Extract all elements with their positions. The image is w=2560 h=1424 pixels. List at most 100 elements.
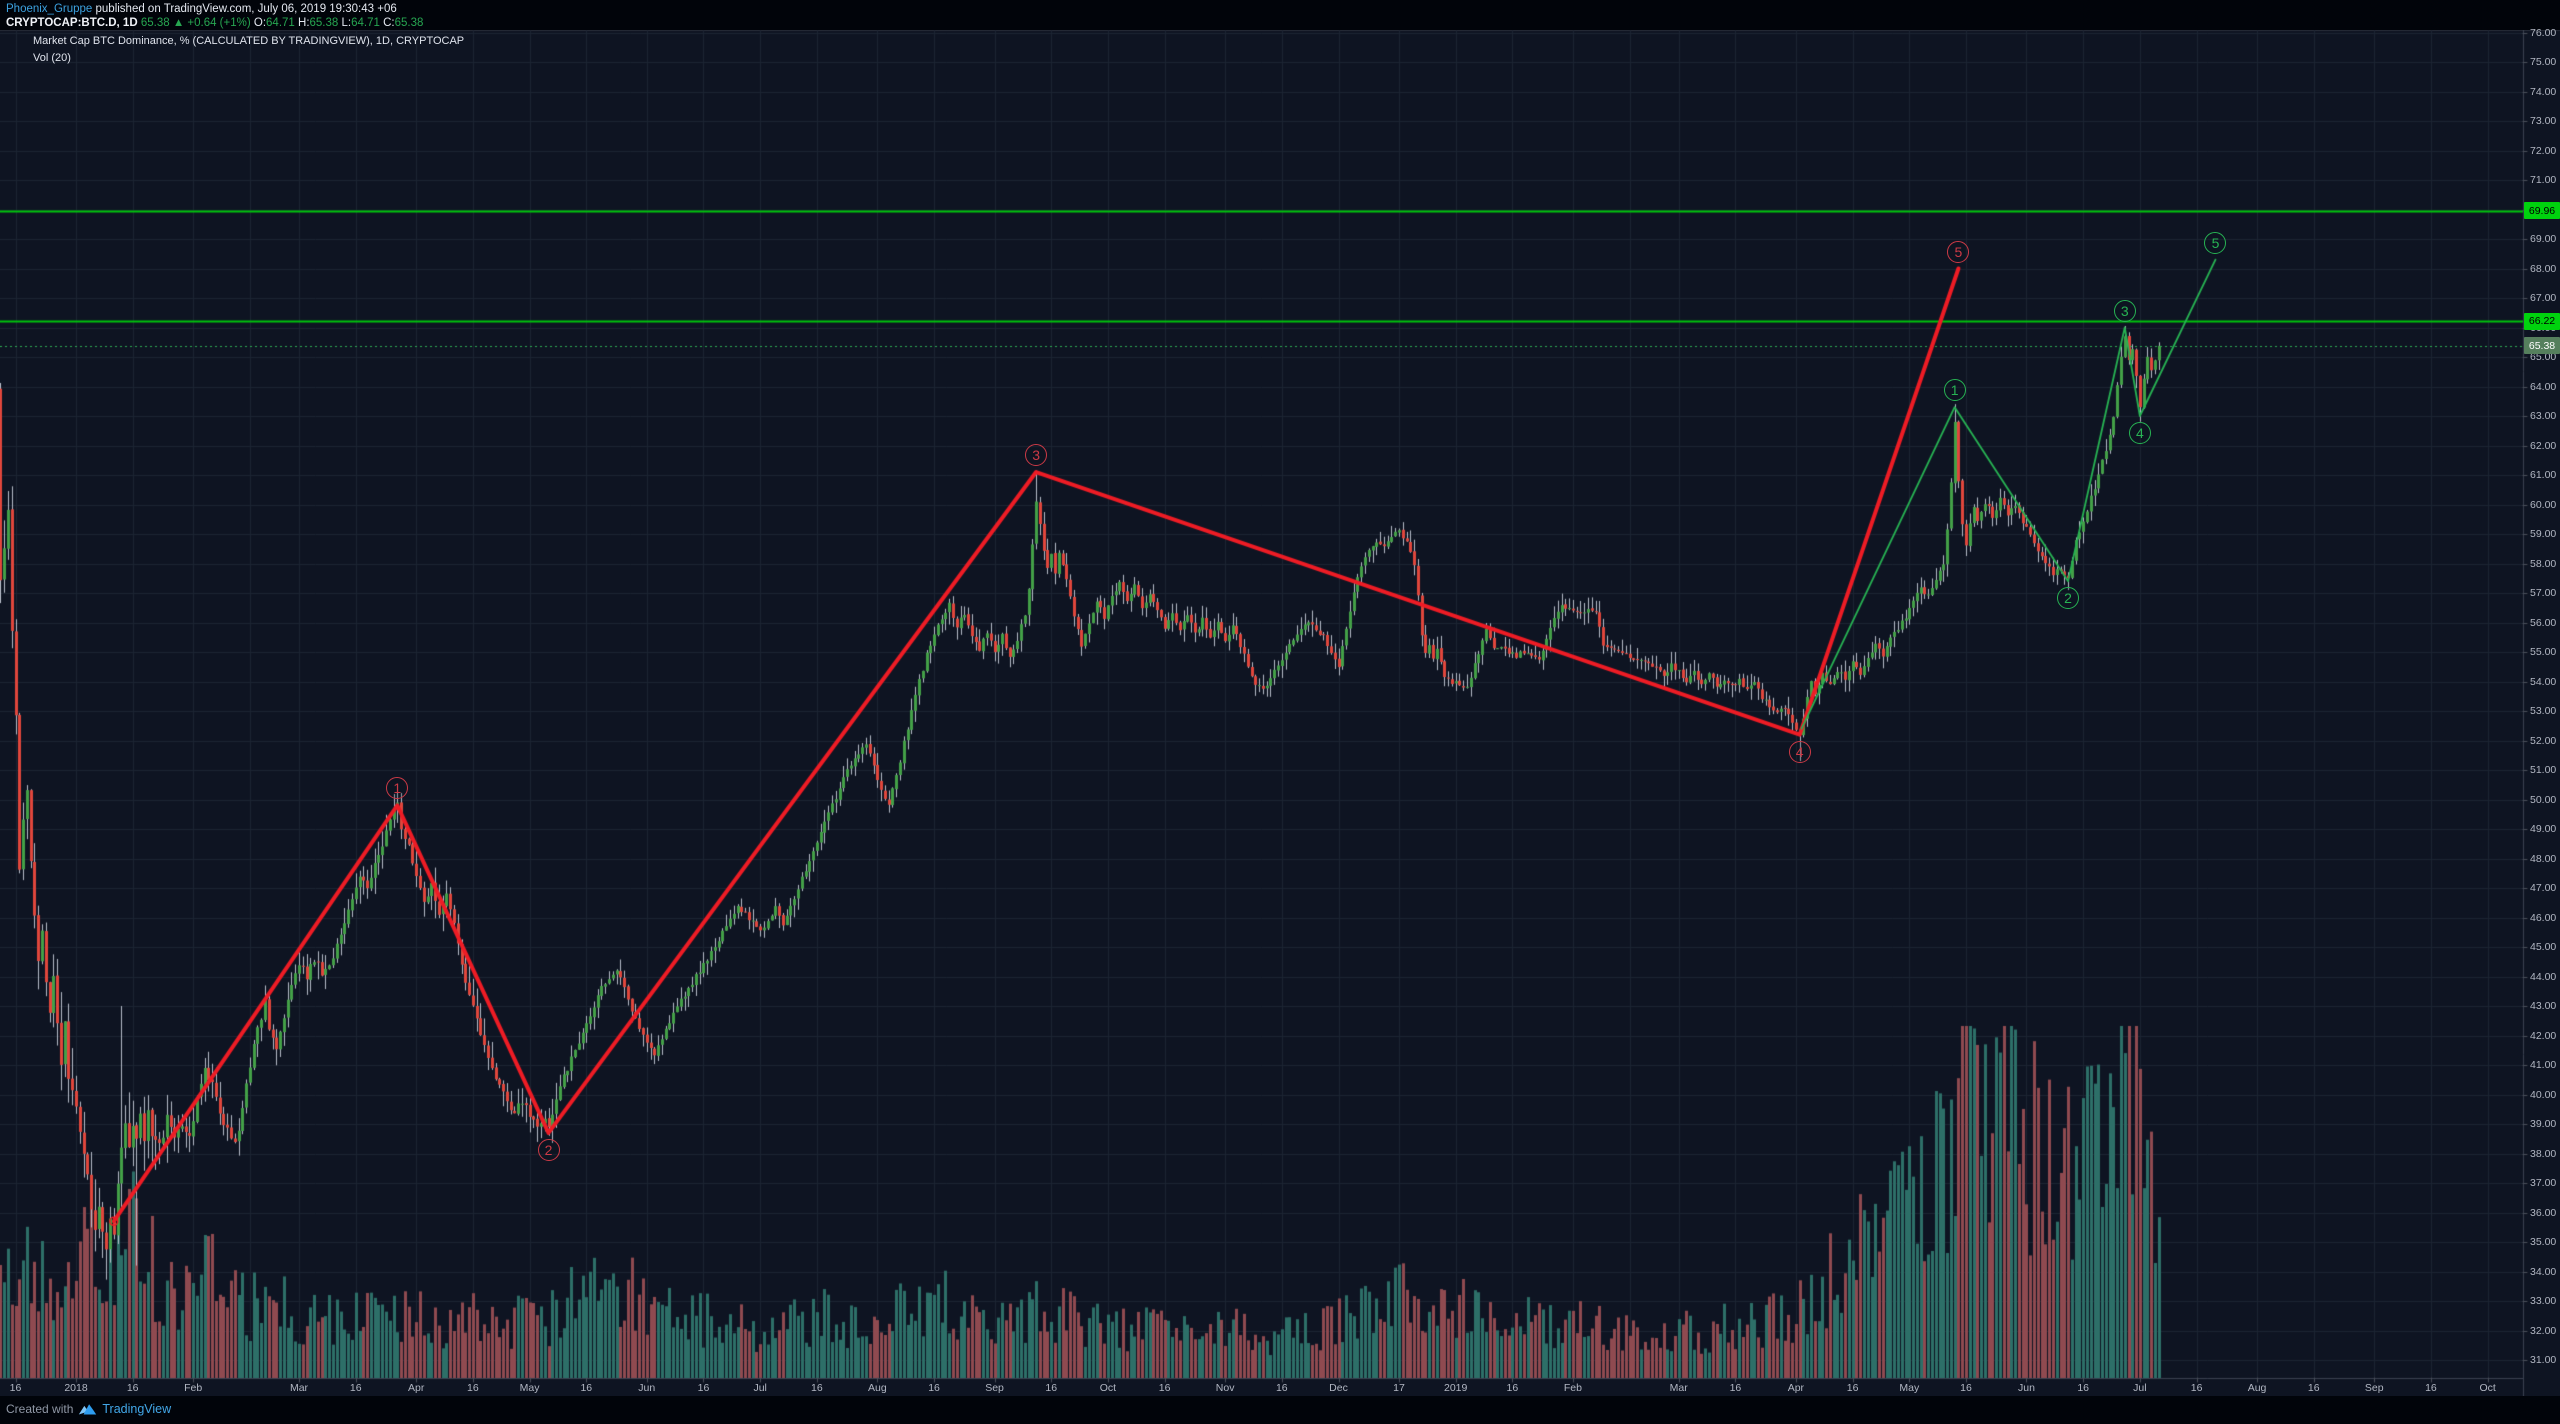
time-axis-label: 16 [2425,1382,2437,1394]
price-axis-label: 38.00 [2530,1147,2557,1160]
high-value: 65.38 [309,17,339,29]
price-axis-label: 71.00 [2530,174,2557,186]
low-value: 64.71 [351,17,380,29]
price-axis-label: 61.00 [2530,469,2557,481]
close-value: 65.38 [394,17,424,29]
price-axis-label: 63.00 [2530,410,2557,422]
price-axis-label: 46.00 [2530,911,2557,924]
price-axis-label: 55.00 [2530,646,2557,658]
time-axis-label: Mar [289,1382,309,1394]
publish-header: Phoenix_Gruppe published on TradingView.… [6,2,423,30]
price-axis-label: 43.00 [2530,1000,2557,1012]
price-axis-label: 73.00 [2530,115,2557,127]
tradingview-logo-icon [79,1404,97,1415]
time-axis-label: 16 [1275,1382,1288,1394]
price-axis-label: 34.00 [2530,1265,2557,1278]
byline-text: published on TradingView.com, July 06, 2… [92,3,397,15]
green-wave-label-1[interactable]: 1 [1943,379,1966,402]
price-axis-label: 47.00 [2530,882,2557,894]
time-axis-label: Jul [2133,1382,2147,1394]
price-axis-label: 44.00 [2530,970,2557,983]
price-axis-label: 69.00 [2530,233,2557,245]
time-axis-label: 16 [9,1382,22,1394]
price-axis-label: 62.00 [2530,439,2557,452]
time-axis-label: 16 [580,1382,593,1394]
time-axis-label: 2019 [1444,1382,1468,1394]
symbol-name[interactable]: CRYPTOCAP:BTC.D, 1D [6,17,138,29]
time-axis-label: Sep [985,1382,1004,1394]
red-wave-label-5[interactable]: 5 [1947,240,1970,263]
time-axis-label: Aug [2247,1382,2267,1394]
time-axis-label: Jul [753,1382,767,1394]
red-wave-label-4[interactable]: 4 [1788,740,1811,763]
time-axis-label: 16 [1960,1382,1972,1394]
time-axis-label: Oct [1099,1382,1117,1394]
time-axis-label: 16 [697,1382,710,1394]
time-axis-label: Feb [184,1382,203,1394]
price-axis-label: 76.00 [2530,26,2557,39]
price-badge-65.38: 65.38 [2524,337,2560,355]
price-axis-label: 60.00 [2530,498,2557,511]
footer-bar: Created with TradingView [0,1396,2560,1424]
price-axis-label: 54.00 [2530,675,2557,688]
price-axis-label: 48.00 [2530,852,2557,865]
price-axis-label: 74.00 [2530,85,2557,98]
price-axis-label: 64.00 [2530,380,2557,393]
red-wave-label-1[interactable]: 1 [386,777,409,800]
price-axis-label: 39.00 [2530,1118,2557,1130]
price-axis-label: 51.00 [2530,764,2557,776]
high-label: H: [298,17,310,29]
time-axis-label: Aug [868,1382,887,1394]
time-axis-label: Sep [2364,1382,2384,1394]
green-wave-label-4[interactable]: 4 [2128,422,2151,444]
red-wave-label-2[interactable]: 2 [537,1138,560,1161]
open-value: 64.71 [266,17,295,29]
price-badge-66.22: 66.22 [2524,312,2560,330]
time-axis-label: Apr [1787,1382,1805,1394]
time-axis-label: Nov [1215,1382,1235,1394]
tradingview-brand-link[interactable]: TradingView [102,1402,172,1416]
time-axis-label: 16 [126,1382,139,1394]
price-axis-label: 40.00 [2530,1088,2557,1101]
time-axis-label: Oct [2479,1382,2496,1394]
time-axis-label: 16 [1846,1382,1859,1394]
price-axis-label: 53.00 [2530,705,2557,717]
chart-legend: Market Cap BTC Dominance, % (CALCULATED … [33,33,464,66]
price-axis-label: 57.00 [2530,587,2557,599]
legend-title[interactable]: Market Cap BTC Dominance, % (CALCULATED … [33,35,465,47]
price-axis-label: 49.00 [2530,823,2557,835]
price-change: ▲ +0.64 (+1%) [172,17,251,29]
last-price: 65.38 [140,17,170,29]
chart-panel: Market Cap BTC Dominance, % (CALCULATED … [0,26,2560,1396]
price-axis-label: 33.00 [2530,1295,2557,1307]
price-axis-label: 72.00 [2530,144,2557,157]
price-axis-label: 32.00 [2530,1324,2557,1337]
price-axis-label: 35.00 [2530,1236,2557,1248]
time-axis-label: 16 [1158,1382,1171,1394]
time-axis-label: 16 [2190,1382,2203,1394]
open-label: O: [253,17,267,29]
price-axis-label: 59.00 [2530,528,2557,540]
price-axis-label: 31.00 [2530,1354,2557,1366]
red-wave-label-3[interactable]: 3 [1025,444,1048,467]
time-axis-label: 16 [811,1382,823,1394]
username-link[interactable]: Phoenix_Gruppe [6,3,93,15]
time-axis-label: Dec [1329,1382,1348,1394]
byline: Phoenix_Gruppe published on TradingView.… [6,2,423,16]
price-axis-label: 36.00 [2530,1206,2557,1219]
close-label: C: [383,17,395,29]
time-axis-label: 16 [2307,1382,2320,1394]
price-axis-label: 37.00 [2530,1177,2557,1189]
legend-volume-indicator[interactable]: Vol (20) [33,51,71,64]
green-wave-label-3[interactable]: 3 [2113,299,2136,322]
green-wave-label-5[interactable]: 5 [2204,231,2227,254]
price-axis-label: 52.00 [2530,734,2557,747]
price-chart-canvas[interactable] [0,30,2560,1396]
time-axis-label: 16 [928,1382,940,1394]
price-axis-label: 68.00 [2530,262,2557,275]
time-axis-label: 2018 [64,1382,88,1394]
price-axis-label: 75.00 [2530,56,2557,68]
price-axis-label: 42.00 [2530,1029,2557,1042]
green-wave-label-2[interactable]: 2 [2057,587,2080,610]
